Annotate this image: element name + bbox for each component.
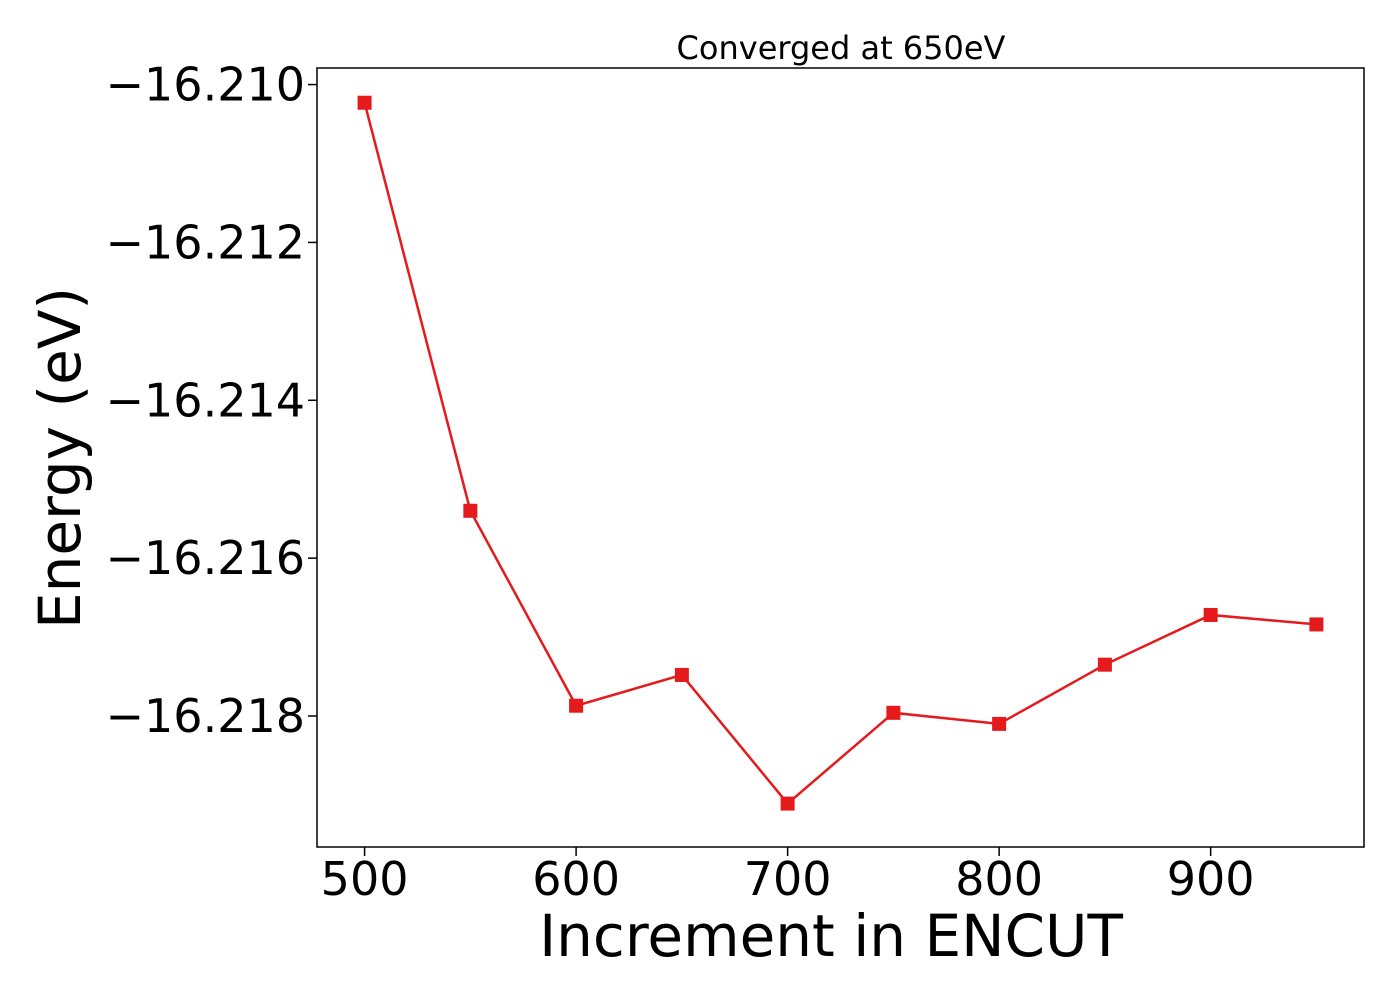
x-tick-label: 600 [532, 852, 620, 906]
y-tick-label: −16.216 [106, 531, 306, 585]
data-point-marker [886, 705, 901, 720]
data-point-marker [357, 95, 372, 110]
data-point-marker [1097, 657, 1112, 672]
y-tick-label: −16.218 [106, 689, 306, 743]
data-point-marker [1309, 617, 1324, 632]
plot-area [317, 68, 1364, 847]
data-point-marker [463, 503, 478, 518]
series-line-layer [363, 102, 1317, 806]
data-point-marker [1203, 607, 1218, 622]
x-tick-label: 500 [321, 852, 409, 906]
data-point-marker [674, 667, 689, 682]
series-markers [357, 95, 1324, 811]
data-point-marker [992, 716, 1007, 731]
y-axis-label: Energy (eV) [26, 287, 94, 629]
x-axis-label: Increment in ENCUT [539, 902, 1123, 970]
x-tick-label: 700 [744, 852, 832, 906]
axis-ticks: 500 600 700 800 900 −16.210 −16.212 −16.214 −16.… [106, 58, 1255, 906]
plot-frame [316, 67, 1365, 848]
x-tick-label: 800 [955, 852, 1043, 906]
series-line [363, 102, 1317, 806]
chart-title: Converged at 650eV [677, 29, 1006, 67]
data-point-marker [780, 796, 795, 811]
y-tick-label: −16.214 [106, 373, 306, 427]
x-tick-label: 900 [1167, 852, 1255, 906]
data-point-marker [569, 698, 584, 713]
y-tick-label: −16.212 [106, 215, 306, 269]
y-tick-label: −16.210 [106, 58, 306, 112]
